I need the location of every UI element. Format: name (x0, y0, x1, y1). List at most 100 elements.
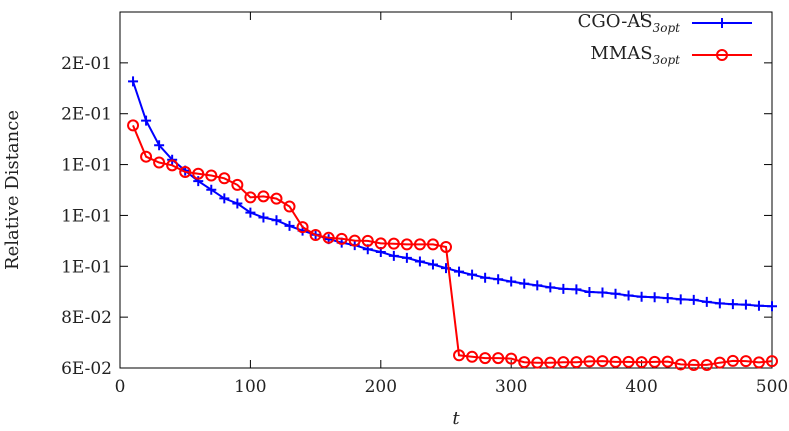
data-point (519, 278, 530, 289)
series-line (132, 125, 773, 366)
data-point (335, 232, 348, 245)
data-point (492, 352, 505, 365)
data-point (544, 356, 557, 369)
data-point (348, 234, 361, 247)
data-point (153, 156, 166, 169)
data-point (531, 356, 544, 369)
data-point (649, 292, 660, 303)
data-point (467, 269, 478, 280)
x-tick-label: 400 (625, 377, 657, 397)
data-point (622, 355, 635, 368)
data-point (506, 276, 517, 287)
data-point (493, 274, 504, 285)
data-point (244, 191, 257, 204)
legend: CGO-AS3opt MMAS3opt (578, 11, 752, 67)
data-point (466, 350, 479, 363)
data-point (154, 140, 165, 151)
data-point (532, 280, 543, 291)
y-tick-label: 1E-01 (61, 156, 112, 176)
data-point (752, 356, 765, 369)
data-point (584, 286, 595, 297)
data-point (583, 355, 596, 368)
data-point (205, 169, 218, 182)
data-point (688, 294, 699, 305)
data-point (231, 178, 244, 191)
legend-sub-cgo-as: 3opt (653, 21, 681, 35)
data-point (453, 349, 466, 362)
data-point (454, 266, 465, 277)
data-point (400, 238, 413, 251)
data-point (648, 355, 661, 368)
data-point (245, 207, 256, 218)
data-point (610, 288, 621, 299)
y-tick-label: 2E-01 (61, 105, 112, 125)
svg-text:MMAS3opt: MMAS3opt (590, 43, 680, 67)
data-point (545, 282, 556, 293)
svg-text:CGO-AS3opt: CGO-AS3opt (578, 11, 681, 35)
data-point (206, 184, 217, 195)
data-point (558, 283, 569, 294)
data-point (479, 352, 492, 365)
data-point (739, 355, 752, 368)
data-point (232, 198, 243, 209)
data-point (767, 301, 777, 312)
data-point (401, 252, 412, 263)
series-layer (127, 76, 778, 371)
legend-entry-mmas: MMAS3opt (590, 43, 752, 67)
data-point (257, 190, 270, 203)
series-line (132, 81, 773, 308)
data-point (557, 356, 570, 369)
x-tick-label: 300 (495, 377, 527, 397)
series-mmas (127, 119, 778, 371)
series-cgo-as (128, 76, 777, 312)
data-point (597, 287, 608, 298)
data-point (623, 290, 634, 301)
data-point (414, 256, 425, 267)
data-point (596, 355, 609, 368)
data-point (714, 298, 725, 309)
data-point (283, 200, 296, 213)
x-axis-title: t (452, 408, 460, 429)
data-point (140, 150, 153, 163)
data-point (128, 76, 139, 87)
y-axis: 6E-02 8E-02 1E-01 1E-01 1E-01 2E-01 2E-01 (61, 54, 772, 379)
data-point (480, 272, 491, 283)
data-point (258, 212, 269, 223)
data-point (179, 165, 192, 178)
data-point (387, 237, 400, 250)
data-point (309, 229, 322, 242)
data-point (726, 354, 739, 367)
x-tick-label: 500 (756, 377, 788, 397)
data-point (661, 355, 674, 368)
data-point (635, 356, 648, 369)
data-point (713, 356, 726, 369)
data-point (636, 291, 647, 302)
data-point (427, 259, 438, 270)
y-tick-label: 2E-01 (61, 54, 112, 74)
data-point (701, 296, 712, 307)
y-tick-label: 1E-01 (61, 206, 112, 226)
data-point (727, 299, 738, 310)
data-point (687, 358, 700, 371)
data-point (284, 220, 295, 231)
data-point (388, 250, 399, 261)
data-point (270, 192, 283, 205)
y-axis-title: Relative Distance (2, 110, 23, 270)
x-axis: 0 100 200 300 400 500 (115, 12, 788, 397)
legend-marker-circle (716, 49, 728, 61)
data-point (296, 221, 309, 234)
plot-border (119, 11, 773, 369)
data-point (571, 284, 582, 295)
data-point (518, 356, 531, 369)
data-point (700, 358, 713, 371)
plot-area (119, 11, 773, 369)
data-point (219, 193, 230, 204)
data-point (374, 237, 387, 250)
data-point (740, 299, 751, 310)
data-point (609, 355, 622, 368)
data-point (426, 238, 439, 251)
y-tick-label: 1E-01 (61, 257, 112, 277)
data-point (166, 159, 179, 172)
legend-sub-mmas: 3opt (653, 53, 681, 67)
data-point (413, 238, 426, 251)
